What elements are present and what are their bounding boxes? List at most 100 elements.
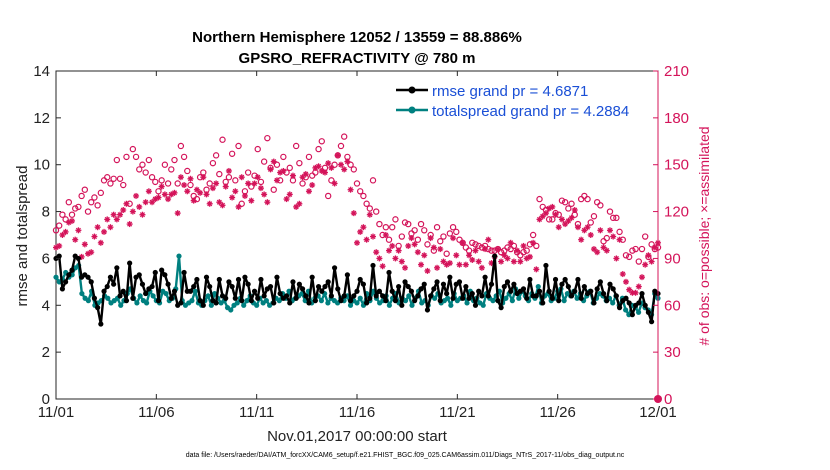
obs-possible-point: [270, 186, 277, 193]
rmse-point: [251, 288, 258, 294]
rmse-point: [107, 274, 114, 280]
totalspread-point: [118, 302, 124, 308]
totalspread-point: [318, 298, 324, 304]
rmse-point: [428, 293, 434, 299]
obs-possible-point: [584, 195, 591, 203]
obs-possible-point: [228, 150, 236, 157]
x-tick-label: 11/26: [539, 404, 575, 421]
obs-possible-point: [91, 194, 98, 201]
obs-assimilated-point: [197, 189, 204, 196]
obs-assimilated-point: [225, 167, 232, 174]
rmse-point: [386, 269, 392, 276]
obs-possible-point: [350, 166, 357, 173]
rmse-point: [466, 295, 472, 301]
obs-assimilated-point: [469, 256, 476, 263]
totalspread-point: [623, 307, 629, 313]
obs-assimilated-point: [75, 227, 82, 234]
rmse-point: [207, 283, 213, 290]
ticks-layer: 11/01 11/06 11/11 11/16 11/21 11/26 12/0102468…: [33, 63, 689, 421]
obs-assimilated-point: [619, 271, 626, 278]
totalspread-point: [610, 300, 616, 306]
totalspread-point: [53, 274, 59, 280]
obs-assimilated-point: [315, 163, 322, 170]
rmse-point: [376, 288, 383, 294]
obs-assimilated-point: [113, 216, 120, 223]
obs-possible-point: [280, 153, 287, 161]
obs-assimilated-point: [174, 210, 181, 217]
totalspread-point: [79, 290, 85, 297]
obs-assimilated-point: [235, 203, 242, 210]
totalspread-point: [263, 298, 269, 304]
obs-assimilated-point: [446, 260, 453, 267]
obs-assimilated-point: [478, 264, 485, 271]
obs-possible-point: [536, 195, 543, 203]
obs-possible-point: [164, 180, 172, 187]
obs-possible-point: [78, 192, 85, 200]
obs-possible-point: [337, 142, 345, 150]
obs-assimilated-point: [302, 171, 309, 178]
rmse-point: [575, 276, 581, 283]
rmse-point: [562, 276, 568, 283]
obs-assimilated-point: [389, 242, 396, 249]
obs-possible-point: [212, 152, 220, 159]
obs-assimilated-point: [341, 166, 348, 173]
obs-assimilated-point: [366, 211, 373, 218]
obs-assimilated-point: [229, 194, 236, 201]
obs-assimilated-point: [382, 232, 389, 238]
obs-assimilated-point: [574, 224, 581, 231]
rmse-point: [197, 298, 203, 304]
rmse-point: [402, 279, 408, 285]
totalspread-point: [234, 300, 240, 306]
obs-assimilated-point: [158, 183, 165, 190]
obs-assimilated-point: [222, 183, 229, 190]
rmse-point: [485, 293, 491, 299]
rmse-point: [203, 274, 210, 280]
obs-possible-point: [545, 216, 553, 223]
obs-possible-point: [385, 236, 393, 243]
rmse-point: [216, 276, 222, 283]
obs-assimilated-point: [296, 200, 303, 207]
obs-possible-point: [145, 156, 153, 164]
legend-spread-marker: [408, 106, 416, 114]
obs-possible-point: [603, 234, 610, 242]
data-file-footnote: data file: /Users/raeder/DAI/ATM_forcXX/…: [186, 452, 625, 459]
obs-assimilated-point: [418, 261, 425, 268]
obs-assimilated-point: [402, 264, 409, 271]
rmse-point: [568, 293, 575, 299]
obs-possible-point: [449, 223, 457, 231]
totalspread-point: [134, 300, 140, 306]
obs-possible-point: [510, 242, 518, 250]
obs-possible-point: [187, 181, 194, 189]
obs-assimilated-point: [273, 177, 280, 184]
rmse-point: [335, 286, 341, 292]
obs-assimilated-point: [289, 172, 296, 179]
rmse-point: [309, 274, 315, 280]
rmse-point: [460, 295, 466, 301]
obs-assimilated-point: [360, 224, 367, 231]
rmse-point: [597, 279, 603, 285]
obs-assimilated-point: [245, 180, 252, 187]
rmse-point: [492, 253, 498, 259]
rmse-point: [469, 290, 475, 297]
obs-assimilated-point: [241, 192, 248, 199]
totalspread-point: [516, 295, 522, 301]
rmse-point: [594, 286, 600, 292]
rmse-point: [360, 281, 366, 287]
rmse-point: [479, 293, 485, 299]
totalspread-point: [635, 309, 642, 315]
obs-possible-point: [305, 153, 313, 161]
obs-assimilated-point: [635, 283, 642, 290]
rmse-point: [178, 300, 184, 306]
rmse-point: [59, 286, 65, 292]
y-tick-label-left: 10: [33, 157, 50, 174]
totalspread-point: [325, 300, 331, 306]
obs-assimilated-point: [334, 152, 341, 159]
rmse-point: [488, 281, 495, 287]
rmse-point: [56, 253, 62, 259]
obs-possible-point: [568, 200, 575, 207]
obs-assimilated-point: [155, 194, 162, 201]
rmse-point: [604, 298, 610, 304]
plot-area: [55, 70, 659, 400]
obs-possible-point: [446, 230, 454, 237]
obs-assimilated-point: [642, 261, 649, 268]
